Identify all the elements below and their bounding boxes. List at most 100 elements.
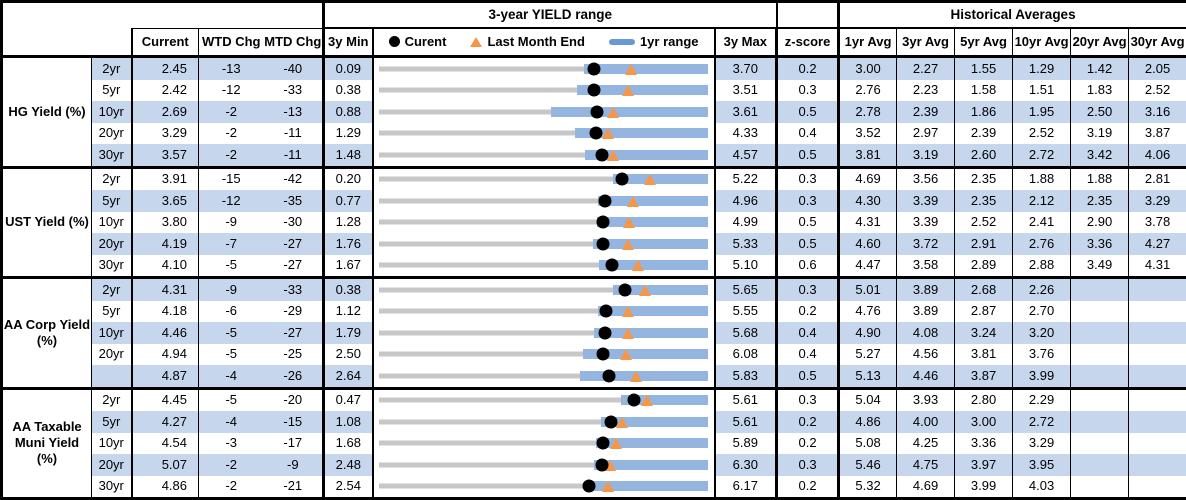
yield-range-chart-cell [373,476,715,499]
last-month-triangle-icon [641,395,653,406]
tenor-cell: 5yr [92,80,132,102]
avg-3yr-cell: 3.89 [897,301,955,323]
range-section-title: 3-year YIELD range [324,2,777,29]
yield-range-chart-cell [373,344,715,366]
last-month-triangle-icon [616,417,628,428]
mtd-chg-cell: -27 [264,322,324,344]
table-row: 5yr 4.18 -6 -29 1.12 5.55 0.2 4.76 3.89 … [2,301,1186,323]
col-header-10yr-avg: 10yr Avg [1013,28,1071,57]
one-year-range-bar [598,306,708,316]
min-3y-cell: 0.77 [324,190,373,212]
current-dot-icon [587,84,600,97]
table-body: HG Yield (%) 2yr 2.45 -13 -40 0.09 3.70 … [2,57,1186,499]
avg-20yr-cell: 3.36 [1071,233,1129,255]
avg-10yr-cell: 3.20 [1013,322,1071,344]
table-row: 5yr 4.27 -4 -15 1.08 5.61 0.2 4.86 4.00 … [2,411,1186,433]
avg-3yr-cell: 3.89 [897,278,955,301]
current-legend-icon [389,36,400,47]
avg-5yr-cell: 3.97 [955,454,1013,476]
last-month-triangle-icon [607,107,619,118]
avg-20yr-cell: 1.42 [1071,57,1129,80]
yield-range-chart-cell [373,322,715,344]
current-cell: 2.42 [132,80,199,102]
min-3y-cell: 2.48 [324,454,373,476]
last-month-triangle-icon [622,328,634,339]
avg-3yr-cell: 4.25 [897,433,955,455]
yield-range-chart-cell [373,433,715,455]
avg-1yr-cell: 4.69 [839,167,897,190]
avg-10yr-cell: 2.72 [1013,411,1071,433]
avg-5yr-cell: 3.87 [955,365,1013,388]
legend-current-label: Curent [405,35,447,49]
yield-range-chart-cell [373,255,715,278]
current-cell: 3.65 [132,190,199,212]
yield-range-chart-cell [373,388,715,411]
yield-range-chart [374,255,714,277]
tenor-cell: 2yr [92,278,132,301]
avg-1yr-cell: 5.46 [839,454,897,476]
avg-3yr-cell: 2.27 [897,57,955,80]
wtd-chg-cell: -2 [199,123,264,145]
z-score-cell: 0.5 [777,144,839,167]
min-3y-cell: 1.12 [324,301,373,323]
table-row: 30yr 3.57 -2 -11 1.48 4.57 0.5 3.81 3.19… [2,144,1186,167]
mtd-chg-cell: -27 [264,255,324,278]
max-3y-cell: 5.61 [715,411,777,433]
max-3y-cell: 6.08 [715,344,777,366]
current-cell: 4.94 [132,344,199,366]
avg-20yr-cell [1071,365,1129,388]
current-cell: 4.19 [132,233,199,255]
tenor-cell: 20yr [92,233,132,255]
current-cell: 2.69 [132,101,199,123]
wtd-chg-cell: -2 [199,144,264,167]
current-cell: 4.27 [132,411,199,433]
avg-3yr-cell: 3.72 [897,233,955,255]
yield-range-chart [374,322,714,344]
current-cell: 4.54 [132,433,199,455]
current-dot-icon [606,259,619,272]
yield-range-chart [374,454,714,476]
z-score-cell: 0.2 [777,411,839,433]
group-label: UST Yield (%) [2,167,92,278]
min-3y-cell: 0.20 [324,167,373,190]
current-cell: 4.86 [132,476,199,499]
mtd-chg-cell: -30 [264,212,324,234]
z-score-cell: 0.2 [777,433,839,455]
avg-3yr-cell: 4.75 [897,454,955,476]
one-year-range-bar [598,196,708,206]
wtd-chg-cell: -12 [199,80,264,102]
yield-range-chart [374,190,714,212]
avg-5yr-cell: 1.55 [955,57,1013,80]
avg-3yr-cell: 3.58 [897,255,955,278]
mtd-chg-cell: -20 [264,388,324,411]
group-label: HG Yield (%) [2,57,92,168]
min-3y-cell: 1.67 [324,255,373,278]
legend-1yr-range-label: 1yr range [640,35,699,49]
yield-range-chart-cell [373,123,715,145]
current-cell: 4.18 [132,301,199,323]
avg-20yr-cell: 1.88 [1071,167,1129,190]
yield-range-chart [374,123,714,145]
avg-1yr-cell: 3.81 [839,144,897,167]
avg-30yr-cell [1129,278,1186,301]
z-score-cell: 0.3 [777,454,839,476]
max-3y-cell: 5.68 [715,322,777,344]
avg-3yr-cell: 3.39 [897,212,955,234]
z-score-cell: 0.2 [777,301,839,323]
group-label: AA Taxable Muni Yield (%) [2,388,92,499]
min-3y-cell: 1.48 [324,144,373,167]
current-cell: 3.91 [132,167,199,190]
avg-1yr-cell: 5.04 [839,388,897,411]
min-3y-cell: 2.64 [324,365,373,388]
mtd-chg-cell: -29 [264,301,324,323]
avg-1yr-cell: 4.31 [839,212,897,234]
table-row: HG Yield (%) 2yr 2.45 -13 -40 0.09 3.70 … [2,57,1186,80]
legend-last-month-label: Last Month End [487,35,585,49]
z-score-cell: 0.4 [777,123,839,145]
table-row: 20yr 4.94 -5 -25 2.50 6.08 0.4 5.27 4.56… [2,344,1186,366]
mtd-chg-cell: -17 [264,433,324,455]
wtd-chg-cell: -2 [199,454,264,476]
yield-range-chart [374,212,714,234]
table-row: 20yr 4.19 -7 -27 1.76 5.33 0.5 4.60 3.72… [2,233,1186,255]
avg-1yr-cell: 2.76 [839,80,897,102]
